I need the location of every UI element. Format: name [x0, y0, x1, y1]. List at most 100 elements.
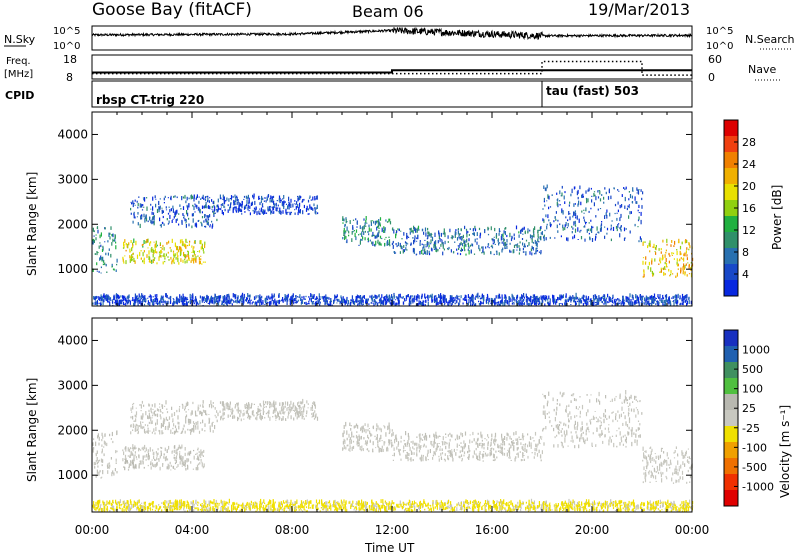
power-data — [92, 184, 694, 306]
power-cell — [610, 228, 612, 231]
power-cell — [427, 231, 429, 235]
power-cell — [576, 215, 578, 220]
power-cell — [113, 239, 115, 242]
velocity-cell — [186, 458, 188, 463]
power-cell — [377, 239, 379, 244]
velocity-cell — [422, 456, 424, 462]
velocity-cell — [208, 414, 210, 415]
power-cell — [569, 297, 571, 300]
power-cell — [597, 196, 600, 199]
power-cell — [681, 293, 684, 299]
velocity-cell — [269, 416, 271, 421]
velocity-cell — [193, 428, 195, 433]
power-cell — [578, 301, 580, 306]
power-cell — [492, 242, 494, 245]
velocity-cell — [150, 408, 152, 410]
power-cell — [457, 230, 459, 235]
power-cell — [234, 203, 236, 205]
power-cell — [516, 297, 518, 300]
velocity-cell — [278, 416, 280, 421]
power-cell — [346, 221, 348, 223]
power-cell — [219, 194, 221, 199]
power-cell — [686, 302, 688, 306]
power-cell — [340, 295, 342, 299]
velocity-cell — [468, 455, 470, 458]
noise-traces — [91, 26, 693, 41]
power-cell — [542, 208, 544, 210]
power-cell — [233, 202, 235, 206]
power-cell — [344, 234, 346, 238]
velocity-cell — [127, 468, 130, 471]
power-cell — [612, 301, 614, 304]
velocity-cell — [298, 404, 300, 407]
power-cell — [240, 295, 242, 298]
power-cell — [213, 300, 215, 305]
power-cell — [139, 223, 141, 228]
power-cell — [584, 300, 586, 305]
power-cell — [248, 294, 250, 298]
velocity-cell — [293, 417, 295, 421]
power-cell — [447, 248, 449, 251]
power-cell — [198, 260, 201, 265]
velocity-cell — [349, 450, 351, 452]
power-cell — [392, 227, 394, 231]
power-cell — [395, 234, 397, 239]
velocity-cell — [284, 411, 286, 413]
power-cell — [272, 201, 274, 203]
power-cell — [604, 301, 606, 304]
power-cell — [116, 263, 118, 266]
power-cell — [681, 297, 683, 302]
power-cell — [537, 236, 539, 239]
power-cell — [573, 203, 575, 207]
velocity-cell — [162, 412, 164, 414]
power-cell — [444, 297, 446, 302]
power-cell — [666, 243, 668, 246]
velocity-cell — [184, 405, 186, 410]
power-cell — [447, 247, 449, 250]
velocity-cell — [252, 410, 254, 413]
power-cell — [614, 298, 616, 301]
power-cell — [342, 237, 344, 240]
power-cell — [172, 304, 174, 306]
velocity-cell — [469, 434, 471, 436]
power-cell — [670, 270, 672, 274]
power-cell — [412, 298, 414, 300]
velocity-cell — [393, 452, 395, 457]
power-cell — [659, 261, 662, 264]
velocity-cell — [467, 456, 469, 459]
power-cell — [686, 240, 688, 243]
power-cell — [587, 296, 590, 301]
velocity-cell — [123, 451, 125, 456]
velocity-cell — [372, 426, 374, 429]
velocity-cell — [343, 444, 345, 449]
power-cell — [630, 302, 632, 306]
power-cell — [188, 223, 190, 227]
velocity-cell — [133, 402, 135, 405]
power-cell — [645, 261, 647, 263]
velocity-cell — [174, 468, 176, 470]
power-cell — [352, 219, 355, 221]
power-cell — [586, 229, 588, 233]
power-cell — [165, 206, 167, 209]
power-cell — [200, 258, 202, 261]
power-cell — [686, 254, 688, 257]
velocity-cell — [109, 433, 111, 437]
power-cell — [290, 198, 292, 203]
velocity-cell — [179, 461, 181, 465]
velocity-cell — [111, 431, 113, 437]
power-cell — [224, 296, 226, 301]
power-cell — [676, 272, 678, 277]
velocity-cell — [93, 438, 95, 440]
power-cell — [386, 221, 389, 223]
power-cell — [444, 294, 446, 298]
velocity-cell — [184, 459, 186, 465]
velocity-cell — [297, 405, 300, 407]
power-cell — [653, 243, 655, 249]
power-cell — [345, 218, 347, 224]
power-cell — [396, 302, 398, 306]
power-cell — [195, 300, 197, 303]
power-cell — [439, 247, 441, 249]
power-cell — [456, 248, 458, 251]
power-cell — [197, 220, 199, 222]
power-cell — [597, 302, 599, 305]
